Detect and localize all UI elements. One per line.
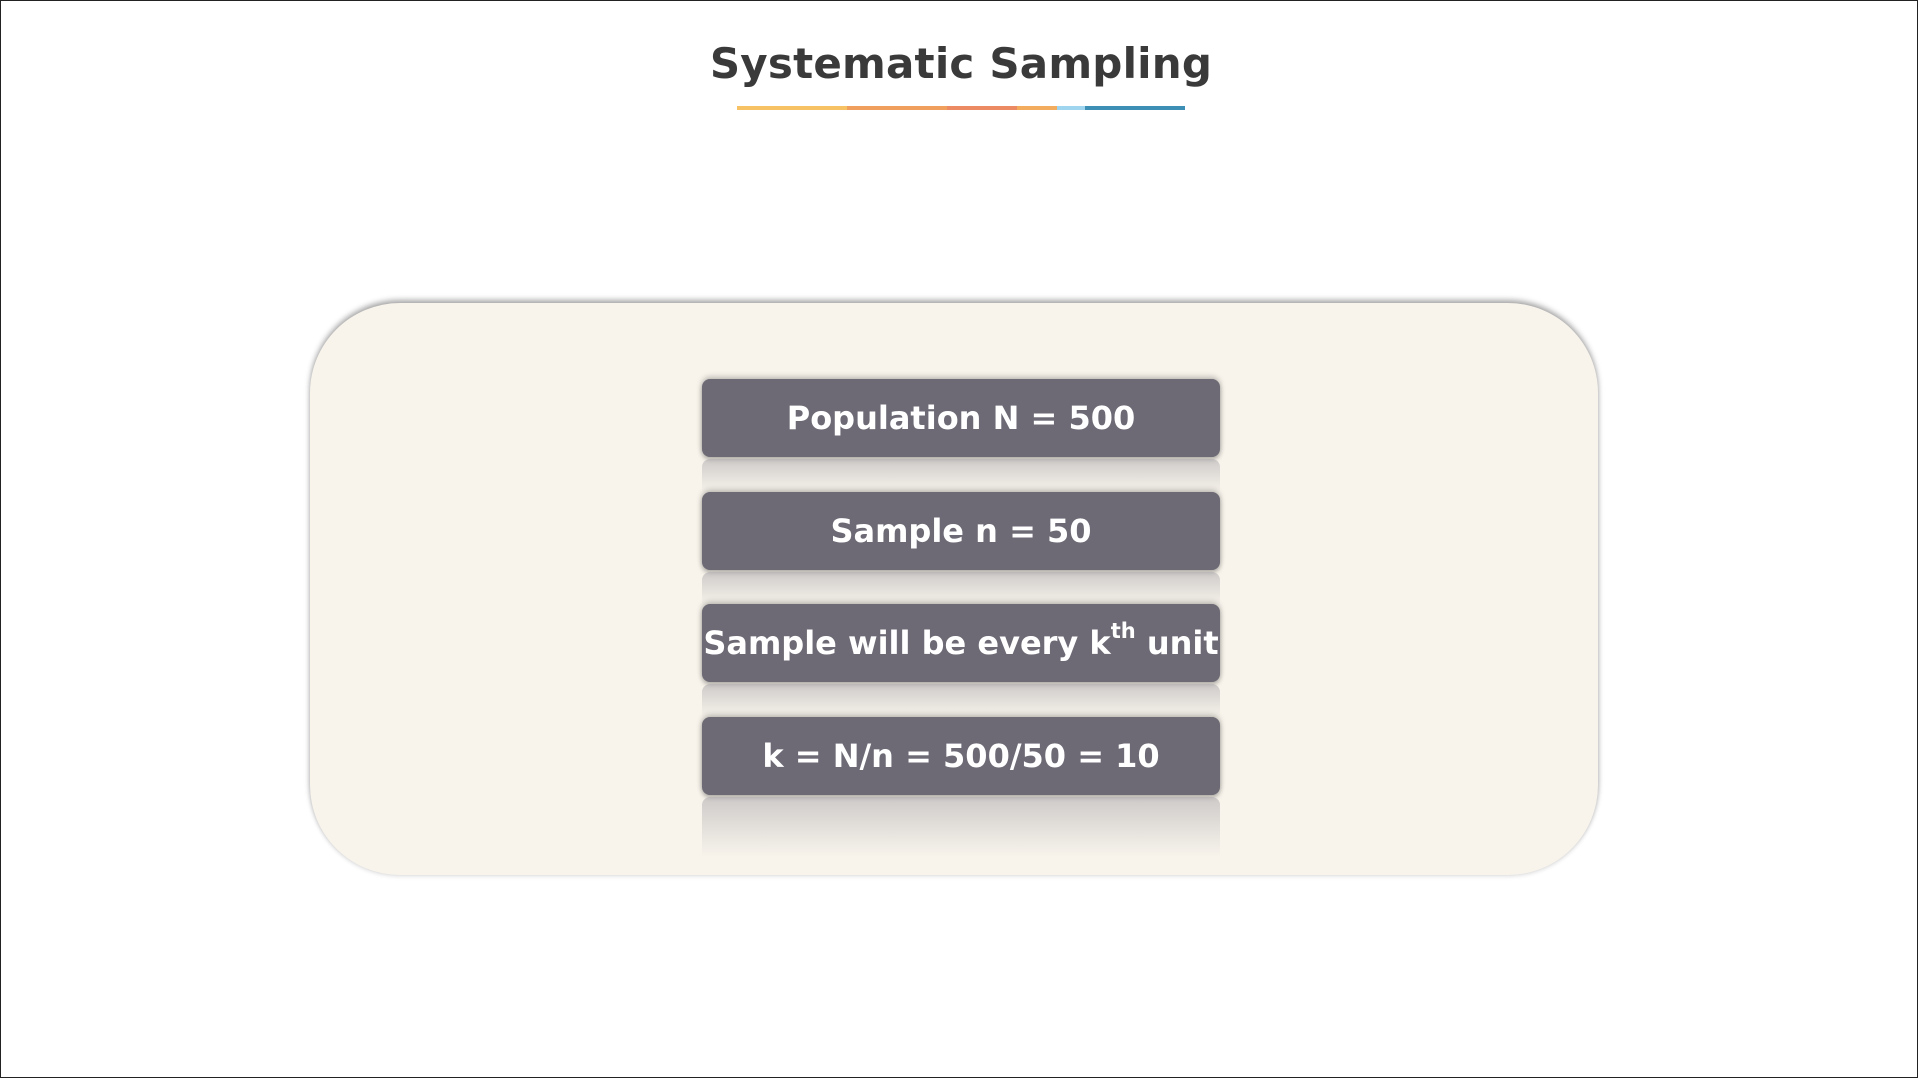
step-box-sample: Sample n = 50	[702, 492, 1220, 570]
underline-segment	[1017, 106, 1057, 110]
step-reflection	[702, 797, 1220, 857]
step-text-superscript: th	[1110, 619, 1136, 644]
underline-segment	[947, 106, 1017, 110]
slide-title: Systematic Sampling	[709, 39, 1213, 88]
step-reflection	[702, 459, 1220, 493]
step-reflection	[702, 572, 1220, 606]
title-underline	[737, 106, 1185, 110]
step-box-population: Population N = 500	[702, 379, 1220, 457]
underline-segment	[1085, 106, 1185, 110]
step-box-calculation: k = N/n = 500/50 = 10	[702, 717, 1220, 795]
underline-segment	[847, 106, 947, 110]
step-text: Sample will be every kth unit	[703, 621, 1219, 662]
step-reflection	[702, 684, 1220, 718]
step-box-interval: Sample will be every kth unit	[702, 604, 1220, 682]
step-text: Population N = 500	[786, 399, 1136, 437]
step-text: Sample n = 50	[830, 512, 1092, 550]
step-text-main: Sample will be every k	[703, 624, 1111, 662]
step-text: k = N/n = 500/50 = 10	[762, 737, 1160, 775]
step-text-tail: unit	[1135, 624, 1219, 662]
underline-segment	[737, 106, 847, 110]
underline-segment	[1057, 106, 1085, 110]
